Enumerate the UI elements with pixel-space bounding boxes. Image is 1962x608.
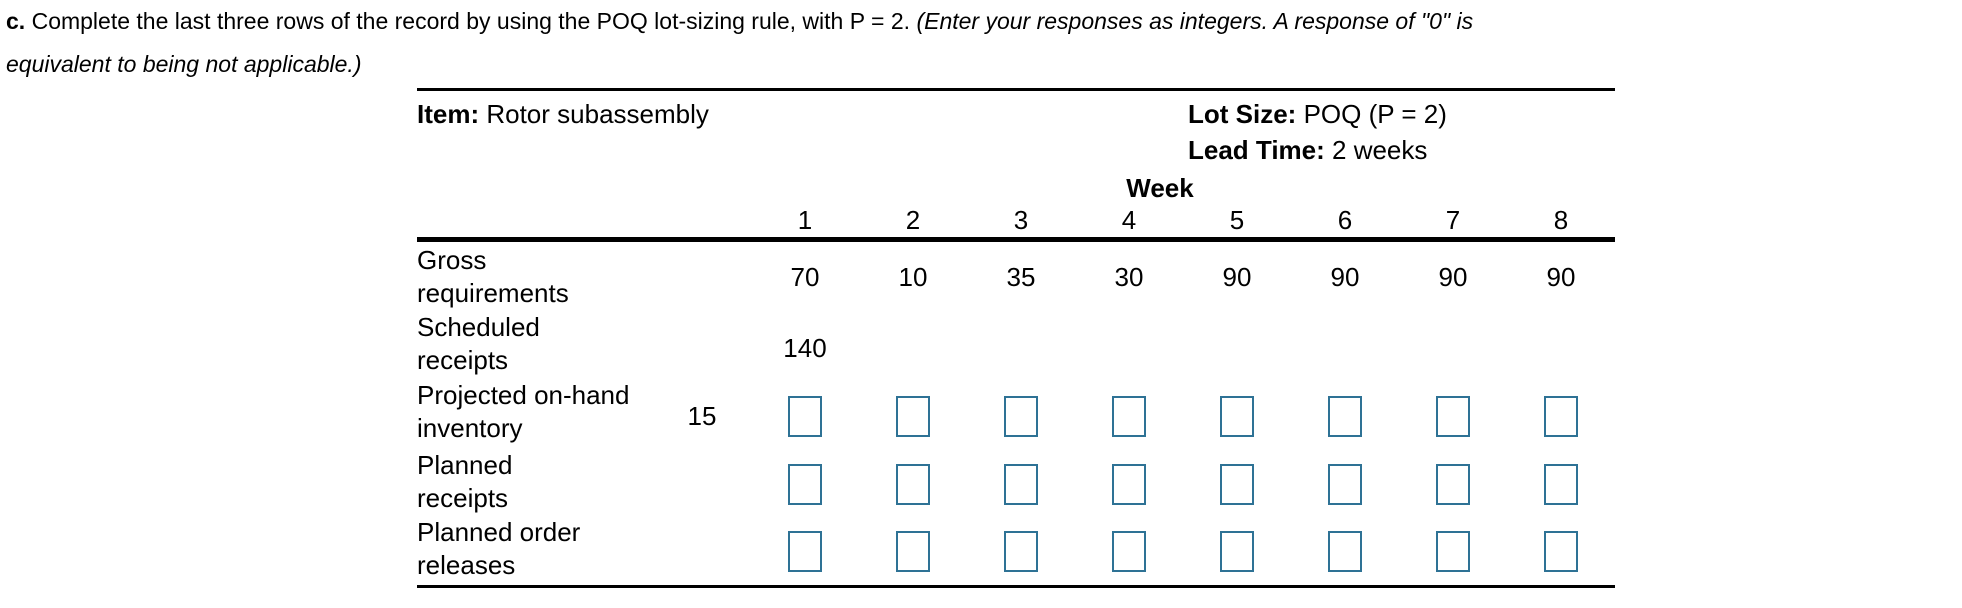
row-label-line: Planned order [417, 517, 581, 547]
lot-size-label: Lot Size: [1188, 99, 1297, 129]
lead-time-line: Lead Time: 2 weeks [1188, 136, 1427, 164]
row-label-line: Planned [417, 450, 513, 480]
planned-order-releases-input-week-3[interactable] [1004, 531, 1038, 572]
row-label-planned-order-releases: Planned order releases [417, 516, 697, 582]
gross-requirements-week-7: 90 [1438, 262, 1468, 292]
item-value: Rotor subassembly [479, 99, 709, 129]
week-number-2: 2 [905, 205, 921, 235]
item-label: Item: [417, 99, 480, 129]
week-header: Week [1126, 173, 1194, 203]
week-number-3: 3 [1013, 205, 1029, 235]
planned-receipts-input-week-3[interactable] [1004, 464, 1038, 505]
planned-receipts-input-week-8[interactable] [1544, 464, 1578, 505]
planned-order-releases-input-week-4[interactable] [1112, 531, 1146, 572]
week-number-7: 7 [1445, 205, 1461, 235]
planned-order-releases-input-week-5[interactable] [1220, 531, 1254, 572]
row-label-line: releases [417, 550, 516, 580]
planned-order-releases-input-week-2[interactable] [896, 531, 930, 572]
row-label-scheduled-receipts: Scheduled receipts [417, 311, 697, 377]
gross-requirements-week-5: 90 [1222, 262, 1252, 292]
projected-inventory-input-week-5[interactable] [1220, 396, 1254, 437]
scheduled-receipts-week-1: 140 [783, 333, 827, 363]
gross-requirements-week-1: 70 [790, 262, 820, 292]
item-line: Item: Rotor subassembly [417, 100, 709, 128]
gross-requirements-week-2: 10 [898, 262, 928, 292]
projected-inventory-input-week-2[interactable] [896, 396, 930, 437]
week-number-4: 4 [1121, 205, 1137, 235]
week-number-5: 5 [1229, 205, 1245, 235]
question-note: (Enter your responses as integers. A res… [6, 8, 1474, 77]
projected-inventory-input-week-6[interactable] [1328, 396, 1362, 437]
gross-requirements-week-8: 90 [1546, 262, 1576, 292]
question-text: c. Complete the last three rows of the r… [6, 0, 1562, 86]
table-top-rule [417, 88, 1615, 91]
lot-size-value: POQ (P = 2) [1296, 99, 1447, 129]
planned-order-releases-input-week-6[interactable] [1328, 531, 1362, 572]
planned-receipts-input-week-6[interactable] [1328, 464, 1362, 505]
row-label-gross-requirements: Gross requirements [417, 244, 697, 310]
row-label-planned-receipts: Planned receipts [417, 449, 697, 515]
lead-time-value: 2 weeks [1324, 135, 1428, 165]
lot-size-line: Lot Size: POQ (P = 2) [1188, 100, 1447, 128]
gross-requirements-week-4: 30 [1114, 262, 1144, 292]
gross-requirements-week-3: 35 [1006, 262, 1036, 292]
table-bottom-rule [417, 585, 1615, 588]
planned-order-releases-input-week-1[interactable] [788, 531, 822, 572]
planned-order-releases-input-week-7[interactable] [1436, 531, 1470, 572]
row-label-line: receipts [417, 345, 509, 375]
week-number-8: 8 [1553, 205, 1569, 235]
projected-inventory-input-week-1[interactable] [788, 396, 822, 437]
table-header-rule [417, 237, 1615, 242]
projected-inventory-input-week-3[interactable] [1004, 396, 1038, 437]
week-number-6: 6 [1337, 205, 1353, 235]
projected-inventory-input-week-7[interactable] [1436, 396, 1470, 437]
planned-receipts-input-week-2[interactable] [896, 464, 930, 505]
row-label-line: receipts [417, 483, 509, 513]
week-number-1: 1 [797, 205, 813, 235]
planned-order-releases-input-week-8[interactable] [1544, 531, 1578, 572]
row-label-line: Projected on-hand [417, 380, 630, 410]
planned-receipts-input-week-5[interactable] [1220, 464, 1254, 505]
projected-inventory-input-week-8[interactable] [1544, 396, 1578, 437]
question-part-label: c. [6, 8, 26, 34]
gross-requirements-week-6: 90 [1330, 262, 1360, 292]
row-label-line: Gross [417, 245, 487, 275]
beginning-inventory-value: 15 [687, 401, 717, 431]
row-label-line: requirements [417, 278, 569, 308]
row-label-line: Scheduled [417, 312, 540, 342]
planned-receipts-input-week-7[interactable] [1436, 464, 1470, 505]
question-body: Complete the last three rows of the reco… [25, 8, 917, 34]
planned-receipts-input-week-1[interactable] [788, 464, 822, 505]
lead-time-label: Lead Time: [1188, 135, 1325, 165]
projected-inventory-input-week-4[interactable] [1112, 396, 1146, 437]
planned-receipts-input-week-4[interactable] [1112, 464, 1146, 505]
row-label-projected-on-hand-inventory: Projected on-hand inventory [417, 379, 697, 445]
row-label-line: inventory [417, 413, 523, 443]
